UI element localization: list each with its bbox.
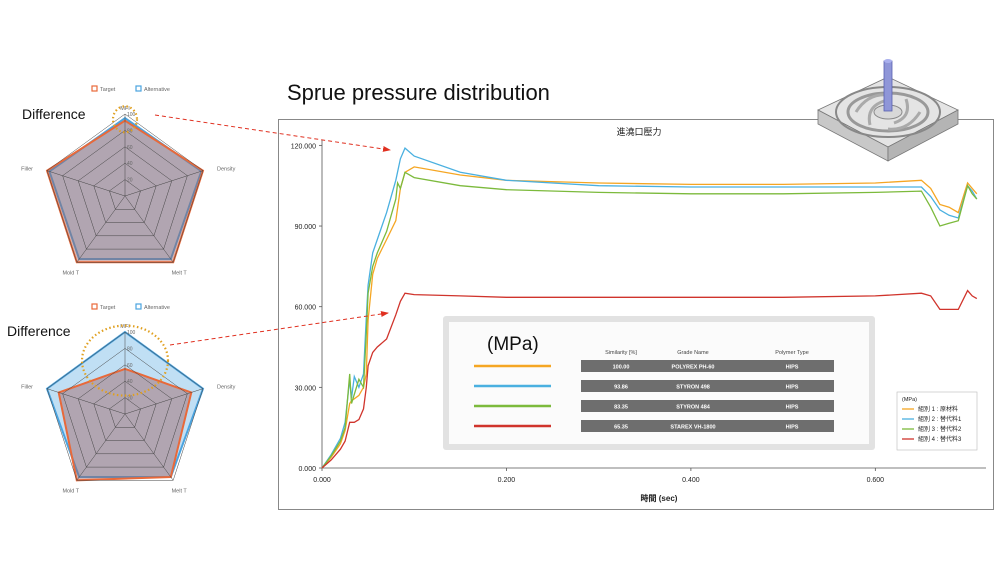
x-tick-label: 0.600 bbox=[867, 477, 885, 484]
slide-title: Sprue pressure distribution bbox=[287, 80, 550, 105]
y-tick-label: 30.000 bbox=[295, 385, 317, 392]
table-cell: HIPS bbox=[786, 425, 799, 431]
table-header: Polymer Type bbox=[775, 350, 809, 356]
table-cell: 65.35 bbox=[614, 425, 628, 431]
radar-spoke bbox=[46, 170, 126, 197]
radar-axis-label: Melt T bbox=[172, 488, 188, 494]
difference-label-top: Difference bbox=[22, 106, 86, 122]
x-tick-label: 0.400 bbox=[682, 477, 700, 484]
radar-grid-ring bbox=[77, 146, 173, 237]
radar-axis-label: MFI bbox=[120, 106, 130, 112]
table-cell: HIPS bbox=[786, 405, 799, 411]
radar-legend-label: Target bbox=[100, 305, 116, 311]
x-tick-label: 0.000 bbox=[313, 477, 331, 484]
radar-spoke bbox=[124, 413, 174, 481]
radar-grid-ring bbox=[77, 364, 173, 455]
legend-entry: 組別 4 : 替代料3 bbox=[918, 435, 962, 443]
radar-legend-swatch bbox=[91, 303, 98, 310]
table-cell: 83.35 bbox=[614, 405, 628, 411]
radar-legend-label: Alternative bbox=[144, 305, 170, 311]
table-cell: HIPS bbox=[786, 365, 799, 371]
radar-grid-ring bbox=[46, 331, 204, 481]
radar-grid-ring bbox=[93, 162, 157, 223]
table-row-bar bbox=[581, 400, 834, 412]
table-row-bar bbox=[581, 380, 834, 392]
similarity-table-panel: (MPa) Similarity [%] Grade Name Polymer Typ… bbox=[443, 316, 875, 450]
radar-legend-label: Alternative bbox=[144, 87, 170, 93]
series-line-4 bbox=[321, 289, 978, 469]
radar-grid-ring bbox=[93, 380, 157, 441]
radar-grid-ring bbox=[62, 130, 188, 250]
radar-tick-label: 100 bbox=[127, 330, 136, 336]
pressure-line-chart: 進澆口壓力 0.000 30.000 60.000 90.000 120.000 0.0… bbox=[291, 126, 986, 503]
table-header: Grade Name bbox=[677, 350, 709, 356]
radar-grid-ring bbox=[46, 113, 204, 263]
difference-label-bottom: Difference bbox=[7, 323, 71, 339]
radar-tick-label: 40 bbox=[127, 161, 133, 167]
radar-tick-label: 40 bbox=[127, 379, 133, 385]
pressure-chart-frame: 進澆口壓力 0.000 30.000 60.000 90.000 120.000 0.0… bbox=[278, 119, 994, 510]
table-unit-label: (MPa) bbox=[487, 334, 539, 355]
radar-tick-label: 80 bbox=[127, 128, 133, 134]
y-tick-label: 60.000 bbox=[295, 305, 317, 312]
legend-entry: 組別 3 : 替代料2 bbox=[918, 425, 962, 433]
radar-spoke bbox=[76, 195, 126, 263]
radar-spoke bbox=[76, 413, 126, 481]
table-cell: STAREX VH-1800 bbox=[670, 425, 715, 431]
table-cell: HIPS bbox=[786, 385, 799, 391]
y-tick-label: 120.000 bbox=[291, 143, 316, 150]
radar-legend-swatch bbox=[135, 85, 142, 92]
difference-highlight-top bbox=[111, 105, 139, 134]
chart-title: 進澆口壓力 bbox=[616, 126, 661, 137]
radar-legend-label: Target bbox=[100, 87, 116, 93]
radar-tick-label: 60 bbox=[127, 145, 133, 151]
mold-3d-model-icon bbox=[817, 59, 959, 162]
radar-spoke bbox=[124, 170, 204, 197]
table-cell: 100.00 bbox=[613, 365, 630, 371]
y-tick-label: 0.000 bbox=[298, 466, 316, 473]
radar-axis-label: Filler bbox=[21, 385, 33, 391]
radar-spoke bbox=[124, 195, 174, 263]
radar-axis-label: Density bbox=[217, 385, 236, 391]
radar-axis-label: MFI bbox=[120, 324, 130, 330]
radar-grid-ring bbox=[109, 179, 141, 210]
table-cell: POLYREX PH-60 bbox=[672, 365, 715, 371]
radar-tick-label: 60 bbox=[127, 363, 133, 369]
legend-entry: 組別 1 : 原材料 bbox=[918, 405, 958, 413]
y-tick-label: 90.000 bbox=[295, 224, 317, 231]
legend-entry: 組別 2 : 替代料1 bbox=[918, 415, 962, 423]
radar-axis-label: Mold T bbox=[62, 488, 79, 494]
table-cell: STYRON 498 bbox=[676, 385, 710, 391]
table-row-bar bbox=[581, 360, 834, 372]
radar-legend-swatch bbox=[91, 85, 98, 92]
table-header: Similarity [%] bbox=[605, 350, 637, 356]
series-line-2 bbox=[321, 147, 978, 469]
radar-grid-ring bbox=[109, 397, 141, 428]
legend-box bbox=[896, 391, 978, 451]
table-cell: STYRON 484 bbox=[676, 405, 711, 411]
radar-axis-label: Melt T bbox=[172, 270, 188, 276]
radar-axis-label: Mold T bbox=[62, 270, 79, 276]
radar-tick-label: 20 bbox=[127, 396, 133, 402]
radar-axis-label: Density bbox=[217, 167, 236, 173]
x-tick-label: 0.200 bbox=[498, 477, 516, 484]
radar-axis-label: Filler bbox=[21, 167, 33, 173]
radar-legend-swatch bbox=[135, 303, 142, 310]
table-row-bar bbox=[581, 420, 834, 432]
legend-title: (MPa) bbox=[902, 397, 917, 403]
radar-spoke bbox=[46, 388, 126, 415]
radar-tick-label: 20 bbox=[127, 178, 133, 184]
series-line-3 bbox=[321, 171, 978, 469]
radar-grid-ring bbox=[62, 348, 188, 468]
difference-highlight-bottom bbox=[80, 324, 170, 397]
x-axis-label: 時間 (sec) bbox=[641, 493, 678, 503]
radar-spoke bbox=[124, 388, 204, 415]
table-cell: 93.86 bbox=[614, 385, 628, 391]
radar-tick-label: 80 bbox=[127, 346, 133, 352]
radar-tick-label: 100 bbox=[127, 112, 136, 118]
